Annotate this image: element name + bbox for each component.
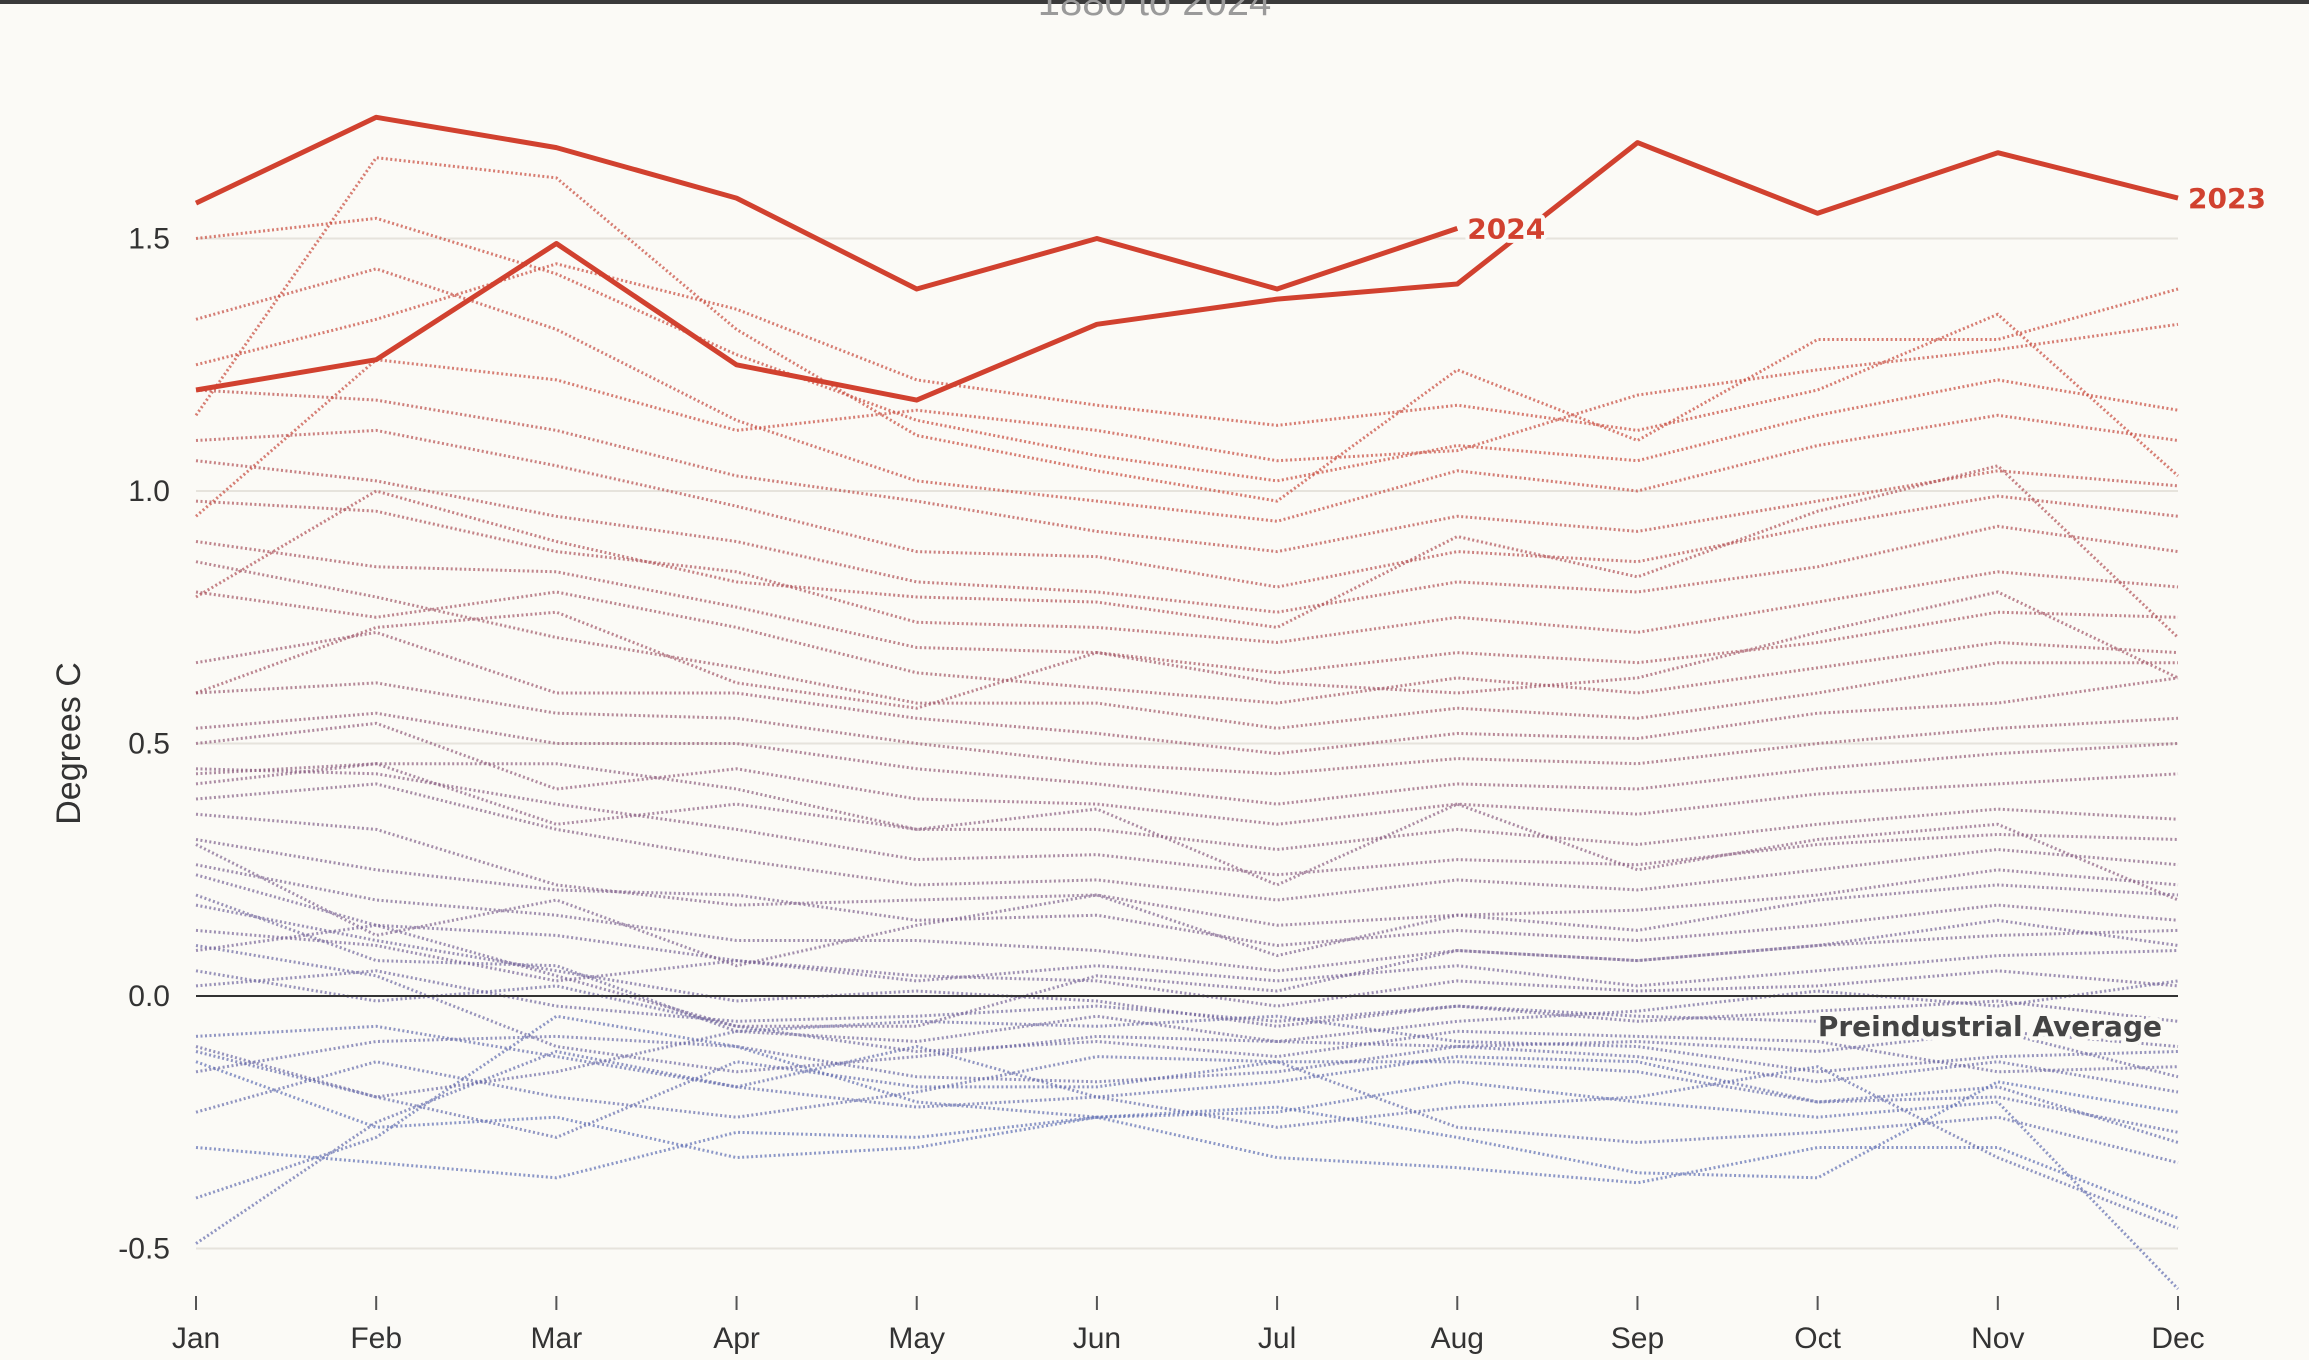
year-label-2023: 2023: [2188, 182, 2266, 215]
historical-year-line: [195, 782, 2179, 902]
historical-year-line: [195, 590, 2179, 710]
historical-year-line: [195, 630, 2179, 756]
historical-year-line: [195, 762, 2179, 902]
historical-year-lines: [194, 156, 2180, 1290]
historical-year-line: [195, 1080, 2179, 1180]
historical-year-line: [195, 873, 2179, 1008]
historical-year-line: [195, 711, 2179, 806]
x-tick-label: Feb: [350, 1322, 402, 1355]
historical-year-line: [194, 156, 2179, 503]
x-tick-label: Sep: [1611, 1322, 1664, 1355]
chart-subtitle: 1880 to 2024: [1037, 0, 1272, 24]
historical-year-line: [195, 464, 2180, 639]
historical-year-line: [195, 767, 2179, 877]
year-label-2024: 2024: [1467, 212, 1545, 245]
year-line-2023: [195, 140, 2179, 403]
labels: Preindustrial Average 2023 2024: [1463, 178, 2270, 1047]
historical-year-line: [195, 812, 2179, 927]
y-tick-label: 0.5: [128, 728, 170, 761]
y-axis-title: Degrees C: [50, 662, 88, 825]
historical-year-line: [195, 262, 2180, 478]
x-tick-label: Apr: [713, 1322, 760, 1355]
historical-year-line: [195, 267, 2179, 523]
historical-year-line: [195, 721, 2179, 826]
x-tick-label: Dec: [2151, 1322, 2204, 1355]
historical-year-line: [195, 540, 2179, 675]
historical-year-line: [195, 322, 2179, 518]
x-tick-label: Jul: [1258, 1322, 1296, 1355]
y-tick-label: 0.0: [128, 980, 170, 1013]
historical-year-line: [195, 838, 2179, 948]
historical-year-line: [195, 843, 2179, 968]
axes: -0.5 0.0 0.5 1.0 1.5 Jan Feb Mar Apr May Jun Jul Aug…: [50, 223, 2205, 1356]
historical-year-line: [195, 918, 2179, 1028]
historical-year-line: [195, 388, 2179, 554]
historical-year-line: [195, 428, 2179, 589]
historical-year-line: [195, 969, 2179, 1074]
historical-year-line: [195, 1044, 2179, 1245]
historical-year-line: [195, 893, 2179, 1044]
historical-year-line: [195, 1034, 2179, 1094]
historical-year-line: [195, 1060, 2179, 1220]
y-tick-label: 1.5: [128, 223, 170, 256]
x-tick-label: Jun: [1073, 1322, 1121, 1355]
historical-year-line: [195, 1024, 2179, 1230]
x-tick-label: Nov: [1971, 1322, 2024, 1355]
historical-year-line: [195, 1014, 2180, 1290]
x-tick-label: Oct: [1794, 1322, 1841, 1355]
historical-year-line: [195, 928, 2179, 988]
baseline-label: Preindustrial Average: [1818, 1010, 2162, 1043]
historical-year-line: [195, 863, 2179, 973]
y-tick-label: 1.0: [128, 475, 170, 508]
highlighted-year-lines: [194, 114, 2179, 403]
historical-year-line: [195, 1050, 2179, 1165]
historical-year-line: [195, 762, 2179, 852]
gridlines: [196, 237, 2178, 1250]
historical-year-line: [195, 590, 2179, 705]
year-line-2024: [194, 114, 1459, 292]
x-tick-label: Jan: [172, 1322, 220, 1355]
historical-year-line: [195, 1014, 2179, 1099]
historical-year-line: [195, 499, 2179, 645]
top-border: [0, 0, 2309, 4]
x-tick-label: Mar: [531, 1322, 583, 1355]
y-tick-label: -0.5: [118, 1233, 170, 1266]
historical-year-line: [195, 903, 2179, 1028]
historical-year-line: [195, 560, 2178, 730]
x-tick-label: Aug: [1431, 1322, 1484, 1355]
historical-year-line: [195, 216, 2179, 483]
x-tick-label: May: [888, 1322, 945, 1355]
historical-year-line: [195, 1055, 2179, 1134]
historical-year-line: [195, 459, 2179, 614]
